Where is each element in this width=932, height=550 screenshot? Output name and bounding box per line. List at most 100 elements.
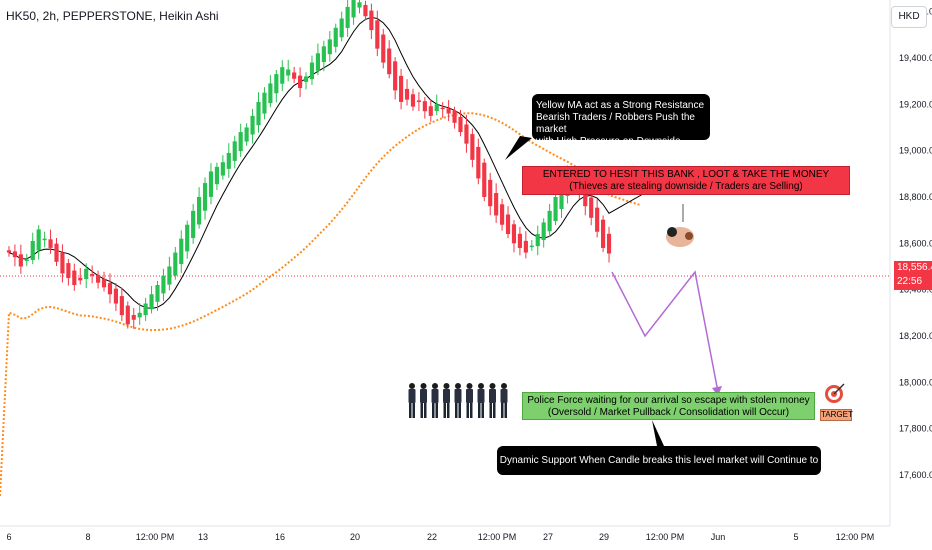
candle-body (351, 0, 356, 18)
candle-body (161, 275, 166, 294)
time-axis[interactable]: 6 8 12:00 PM 13 16 20 22 12:00 PM 27 29 12:00 PM Ju… (6, 532, 874, 542)
candle-body (500, 204, 505, 225)
candle-body (428, 106, 433, 116)
time-tick-label: 13 (198, 532, 208, 542)
candle-body (452, 110, 457, 123)
resistance-bubble-pointer (505, 136, 532, 160)
candle-body (238, 132, 243, 152)
candle-body (262, 92, 267, 114)
candle-body (393, 61, 398, 91)
candle-body (202, 183, 208, 211)
officer-head (489, 383, 496, 389)
candle-body (476, 146, 481, 179)
candle-body (434, 104, 439, 112)
candle-body (333, 27, 338, 47)
officer-body (431, 389, 439, 403)
price-tick-label: 18,600.0 (899, 238, 932, 248)
candle-body (464, 124, 469, 144)
officer-leg (478, 403, 481, 418)
time-tick-label: 5 (793, 532, 798, 542)
officer-head (432, 383, 438, 389)
candle-body (96, 274, 101, 283)
candle-body (547, 210, 552, 232)
police-icon (408, 383, 508, 418)
officer-leg (412, 403, 415, 418)
officer-head (420, 383, 427, 389)
target-label: TARGET (820, 409, 853, 421)
officer-body (443, 389, 450, 403)
officer-leg (481, 403, 484, 418)
candle-body (268, 83, 273, 104)
officer-body (466, 389, 473, 403)
police-box: Police Force waiting for our arrival so … (522, 392, 815, 420)
officer-body (408, 389, 416, 403)
candle-body (220, 162, 225, 176)
price-tick-label: 19,000.0 (899, 146, 932, 156)
candle-body (30, 240, 35, 260)
candle-body (458, 116, 463, 133)
symbol-title[interactable]: HK50, 2h, PEPPERSTONE, Heikin Ashi (6, 9, 219, 23)
candle-body (131, 315, 136, 320)
candle-body (274, 74, 279, 94)
resistance-note-line: Yellow MA act as a Strong Resistance (536, 100, 705, 111)
currency-button[interactable]: HKD (891, 6, 927, 28)
candle-body (90, 273, 95, 276)
officer-head (466, 383, 473, 389)
candle-body (606, 233, 612, 254)
time-tick-label: 12:00 PM (478, 532, 517, 542)
officer-leg (455, 403, 458, 418)
police-box-line: Police Force waiting for our arrival so … (527, 395, 810, 406)
candle-body (470, 134, 475, 160)
time-tick-label: 8 (85, 532, 90, 542)
candle-body (113, 288, 118, 304)
candle-body (214, 166, 219, 185)
candle-body (232, 141, 237, 161)
candle-body (250, 115, 255, 135)
candle-body (125, 305, 130, 325)
candle-body (339, 18, 344, 38)
candle-body (523, 240, 528, 253)
candle-body (309, 62, 315, 80)
candle-body (173, 252, 178, 276)
candle-body (48, 239, 53, 248)
support-bubble-pointer (652, 420, 664, 446)
officer-head (443, 383, 450, 389)
candle-body (54, 243, 59, 262)
candle-body (66, 263, 71, 279)
candle-body (256, 101, 261, 126)
slow-ma-line (0, 112, 641, 497)
candle-body (303, 76, 309, 82)
price-tick-label: 17,600.0 (899, 470, 932, 480)
officer-leg (466, 403, 469, 418)
officer-leg (409, 403, 412, 418)
candle-body (535, 234, 540, 247)
current-price-tag: 18,556.4 22:56 (894, 261, 932, 290)
candle-body (375, 20, 380, 49)
candle-body (292, 72, 297, 79)
candle-body (446, 108, 451, 114)
resistance-note-line: with High Pressure on Downside (536, 136, 681, 147)
candle-body (357, 2, 362, 8)
current-price-value: 18,556.4 (897, 262, 932, 273)
officer-head (501, 383, 507, 389)
time-tick-label: 27 (543, 532, 553, 542)
candle-body (185, 224, 190, 252)
officer-head (455, 383, 461, 389)
candle-body (197, 196, 202, 225)
candle-body (208, 171, 214, 197)
officer-body (489, 389, 496, 403)
projection-arrow-head (712, 386, 722, 396)
candle-body (155, 285, 160, 302)
candle-body (494, 193, 499, 216)
time-tick-label: Jun (711, 532, 726, 542)
candle-body (36, 229, 41, 251)
candle-body (363, 4, 368, 17)
candle-body (12, 251, 17, 258)
candle-body (42, 238, 47, 241)
officer-body (500, 389, 508, 403)
candle-body (387, 48, 392, 75)
price-axis[interactable]: 17,600.017,800.018,000.018,200.018,400.0… (899, 7, 932, 480)
target-icon (825, 383, 845, 403)
time-tick-label: 22 (427, 532, 437, 542)
candle-body (280, 67, 285, 84)
